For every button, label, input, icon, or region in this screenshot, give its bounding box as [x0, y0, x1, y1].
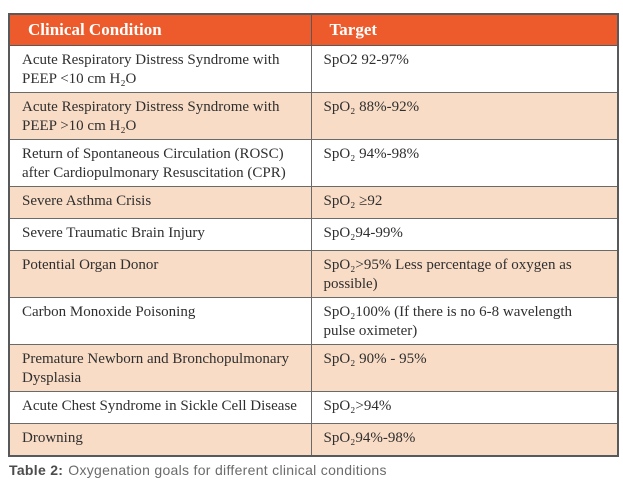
cell-condition: Acute Respiratory Distress Syndrome with… [8, 45, 312, 93]
table-row: Return of Spontaneous Circulation (ROSC)… [8, 139, 619, 187]
cell-condition: Return of Spontaneous Circulation (ROSC)… [8, 139, 312, 187]
header-cell-condition: Clinical Condition [8, 13, 312, 46]
cell-condition: Premature Newborn and Bronchopulmonary D… [8, 344, 312, 392]
cell-condition: Drowning [8, 423, 312, 457]
cell-condition: Potential Organ Donor [8, 250, 312, 298]
table-row: Drowning SpO₂94%-98% [8, 423, 619, 457]
cell-target: SpO₂ 94%-98% [310, 139, 619, 187]
table-row: Acute Respiratory Distress Syndrome with… [8, 92, 619, 140]
table-row: Potential Organ Donor SpO₂>95% Less perc… [8, 250, 619, 298]
header-cell-target: Target [310, 13, 619, 46]
cell-target: SpO₂>94% [310, 391, 619, 424]
cell-target: SpO₂ ≥92 [310, 186, 619, 219]
cell-condition: Severe Asthma Crisis [8, 186, 312, 219]
cell-condition: Acute Chest Syndrome in Sickle Cell Dise… [8, 391, 312, 424]
oxygenation-goals-table: Clinical Condition Target Acute Respirat… [8, 13, 619, 457]
table-row: Severe Asthma Crisis SpO₂ ≥92 [8, 186, 619, 219]
cell-target: SpO₂94%-98% [310, 423, 619, 457]
table-row: Premature Newborn and Bronchopulmonary D… [8, 344, 619, 392]
caption-text: Oxygenation goals for different clinical… [68, 462, 387, 478]
table-row: Carbon Monoxide Poisoning SpO₂100% (If t… [8, 297, 619, 345]
table-row: Acute Chest Syndrome in Sickle Cell Dise… [8, 391, 619, 424]
table-row: Acute Respiratory Distress Syndrome with… [8, 45, 619, 93]
cell-target: SpO₂>95% Less percentage of oxygen as po… [310, 250, 619, 298]
cell-target: SpO2 92-97% [310, 45, 619, 93]
table-row: Severe Traumatic Brain Injury SpO₂94-99% [8, 218, 619, 251]
cell-target: SpO₂ 90% - 95% [310, 344, 619, 392]
table-caption: Table 2: Oxygenation goals for different … [9, 462, 387, 478]
cell-target: SpO₂100% (If there is no 6-8 wavelength … [310, 297, 619, 345]
table-header-row: Clinical Condition Target [8, 13, 619, 46]
cell-condition: Acute Respiratory Distress Syndrome with… [8, 92, 312, 140]
cell-condition: Carbon Monoxide Poisoning [8, 297, 312, 345]
cell-target: SpO₂94-99% [310, 218, 619, 251]
cell-target: SpO₂ 88%-92% [310, 92, 619, 140]
caption-label: Table 2: [9, 462, 64, 478]
cell-condition: Severe Traumatic Brain Injury [8, 218, 312, 251]
